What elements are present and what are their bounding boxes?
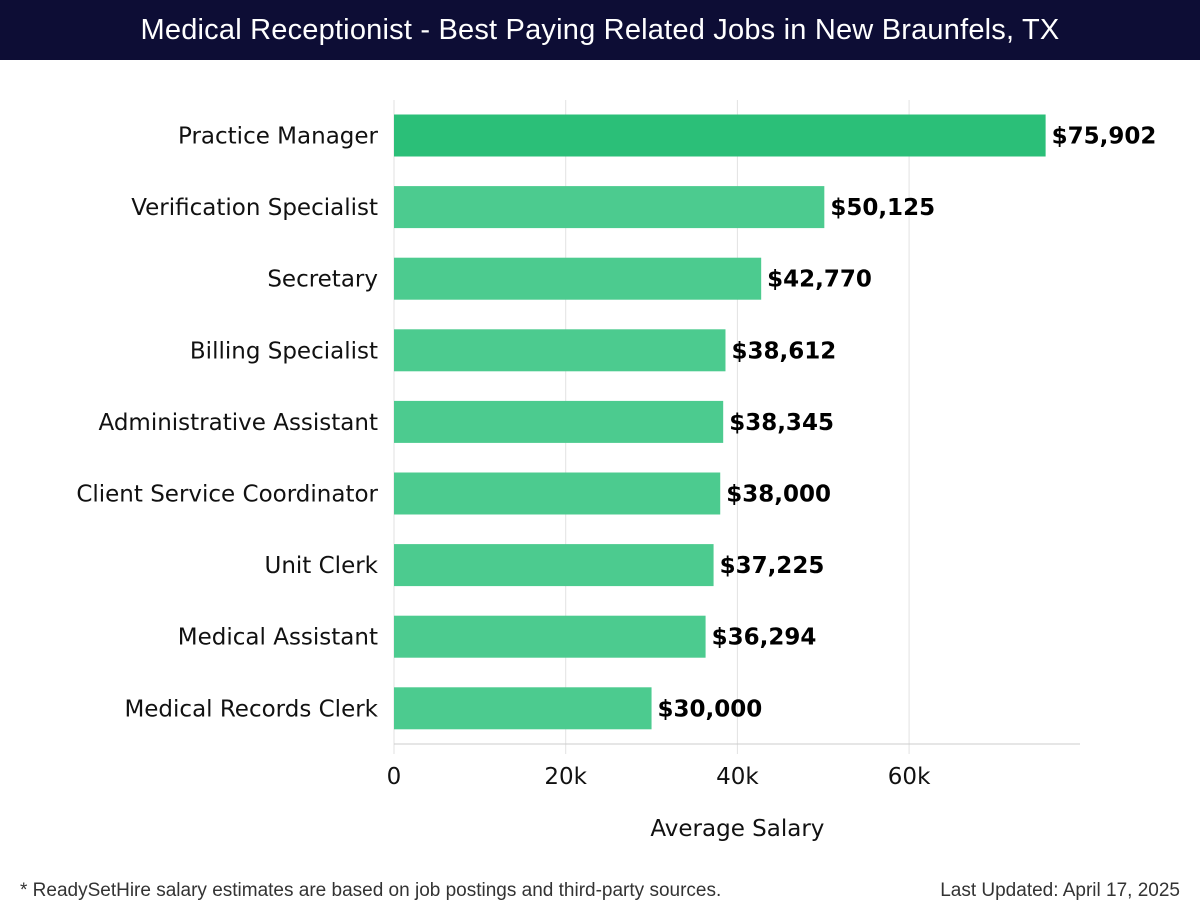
x-tick-label: 0 [387, 764, 402, 790]
bar [394, 400, 724, 443]
category-label: Medical Records Clerk [124, 696, 378, 722]
chart-title: Medical Receptionist - Best Paying Relat… [0, 0, 1200, 60]
category-label: Practice Manager [178, 124, 379, 150]
bar [394, 186, 825, 229]
bar [394, 615, 706, 658]
bar [394, 329, 726, 372]
bar [394, 472, 721, 515]
category-label: Medical Assistant [178, 625, 378, 651]
bar [394, 257, 762, 300]
x-tick-label: 20k [544, 764, 587, 790]
value-label: $75,902 [1052, 124, 1157, 150]
bar [394, 544, 714, 587]
x-tick-label: 40k [716, 764, 759, 790]
category-label: Client Service Coordinator [76, 482, 378, 508]
value-label: $38,000 [726, 482, 831, 508]
value-label: $36,294 [712, 625, 817, 651]
bar-chart: Practice Manager Verification Specialist S… [76, 100, 1157, 842]
value-label: $38,345 [729, 410, 834, 436]
category-label: Administrative Assistant [98, 410, 378, 436]
category-label: Verification Specialist [131, 195, 378, 221]
bar [394, 687, 652, 730]
value-labels: $75,902 $50,125 $42,770 $38,612 $38,345 $38,0… [658, 124, 1157, 723]
value-label: $42,770 [767, 267, 872, 293]
value-label: $37,225 [720, 553, 825, 579]
footer-note: * ReadySetHire salary estimates are base… [20, 880, 722, 901]
bar [394, 114, 1046, 157]
x-tick-labels: 0 20k 40k 60k [387, 764, 931, 790]
last-updated: Last Updated: April 17, 2025 [940, 880, 1180, 901]
category-label: Secretary [267, 267, 378, 293]
category-label: Billing Specialist [190, 338, 378, 364]
value-label: $38,612 [731, 338, 836, 364]
value-label: $50,125 [830, 195, 935, 221]
category-label: Unit Clerk [264, 553, 378, 579]
bars [394, 114, 1046, 730]
category-labels: Practice Manager Verification Specialist S… [76, 124, 378, 723]
x-tick-label: 60k [888, 764, 931, 790]
value-label: $30,000 [658, 696, 763, 722]
x-axis-title: Average Salary [650, 816, 824, 842]
